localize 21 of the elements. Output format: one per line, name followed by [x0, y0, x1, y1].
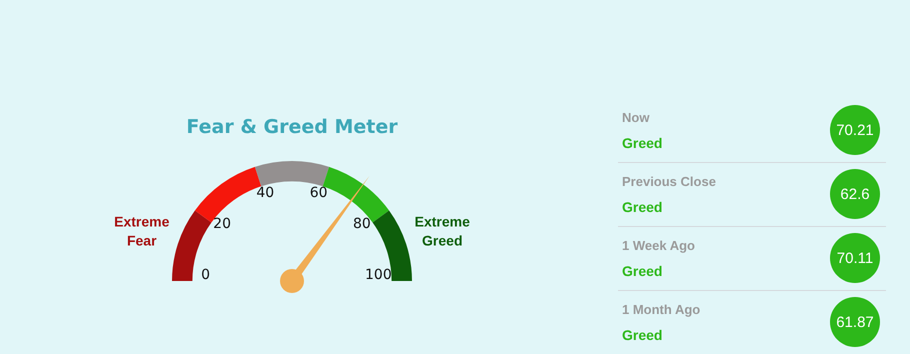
text: 80 — [352, 216, 371, 232]
text: 60 — [310, 184, 328, 201]
data-label: 70.11 — [830, 233, 880, 283]
slice-label: Extreme Greed — [414, 214, 470, 249]
text: 40 — [256, 184, 274, 201]
data-label: 61.87 — [830, 297, 880, 347]
category-label: Previous Close — [622, 174, 716, 189]
text: 20 — [213, 216, 232, 232]
data-label: 70.21 — [830, 105, 880, 155]
category-label: Now — [622, 110, 650, 125]
text: 100 — [365, 267, 392, 283]
data-label: 62.6 — [830, 169, 880, 219]
text: Greed — [622, 199, 662, 215]
slice-label: Extreme Fear — [114, 214, 170, 249]
text: Greed — [622, 135, 662, 151]
category-label: 1 Month Ago — [622, 302, 700, 317]
category-label: 1 Week Ago — [622, 238, 695, 253]
text: Greed — [622, 327, 662, 343]
text: Greed — [622, 263, 662, 279]
text: 0 — [201, 267, 210, 283]
chart-title: Fear & Greed Meter — [186, 116, 398, 138]
